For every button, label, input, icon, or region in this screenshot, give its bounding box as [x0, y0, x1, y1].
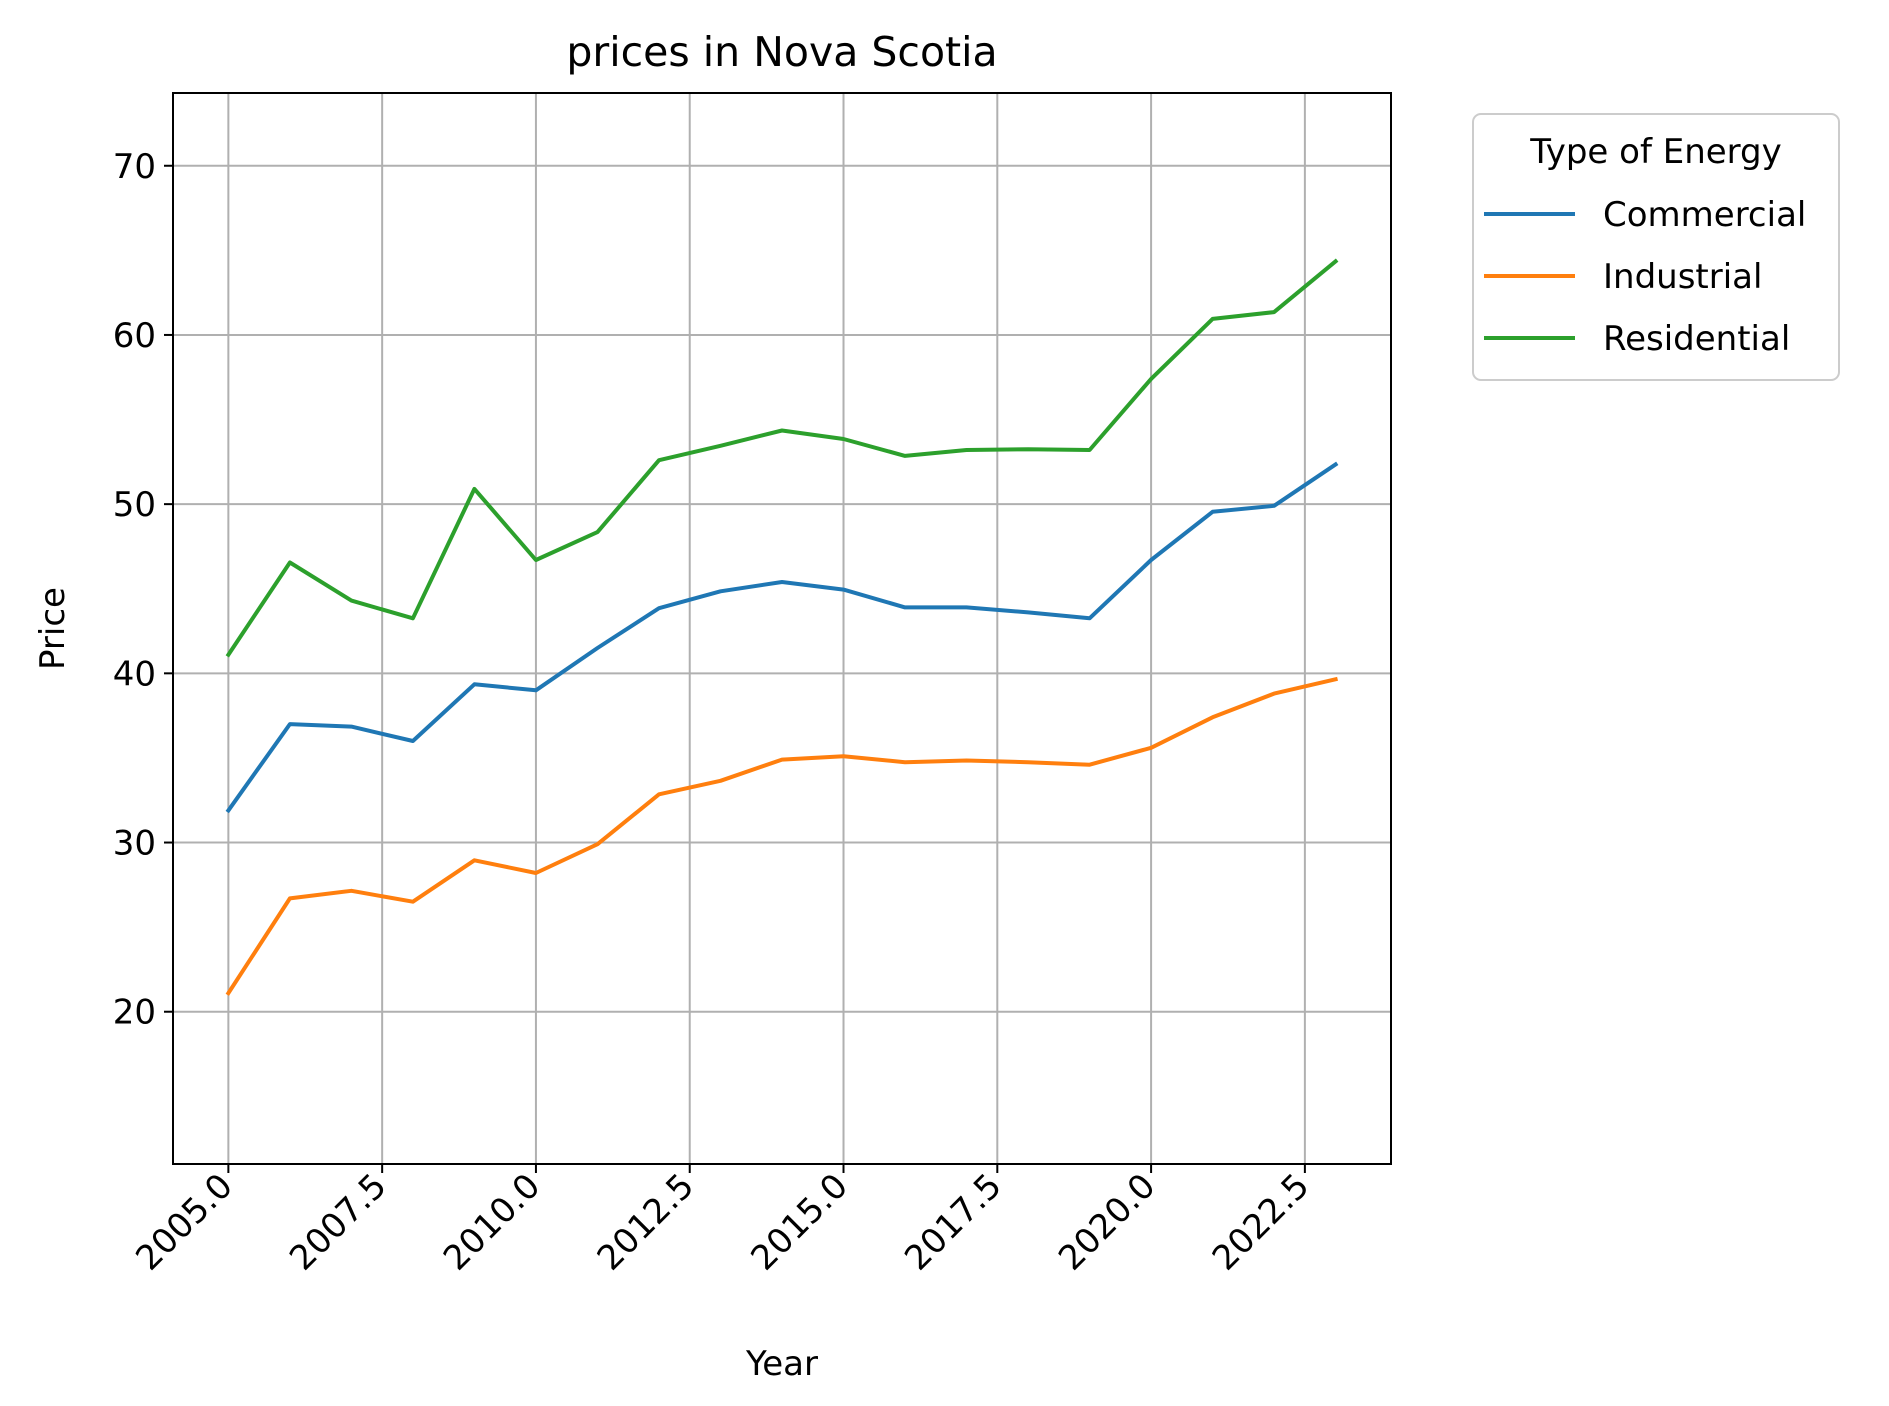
x-axis-ticks: 2005.0 2007.5 2010.0 2012.5 2015.0 2017.5 2020…: [128, 1164, 1317, 1278]
series-line-residential: [225, 258, 1339, 658]
y-tick-label: 20: [113, 993, 156, 1033]
x-tick-label: 2012.5: [590, 1166, 702, 1278]
x-tick-label: 2020.0: [1051, 1166, 1163, 1278]
y-axis-title: Price: [33, 587, 73, 670]
y-tick-label: 30: [113, 824, 156, 864]
grid: [173, 93, 1391, 1164]
plot-lines: [225, 258, 1339, 996]
x-tick-label: 2007.5: [282, 1166, 394, 1278]
chart-title: prices in Nova Scotia: [566, 28, 997, 76]
legend-label-residential: Residential: [1603, 319, 1790, 359]
x-tick-label: 2015.0: [743, 1166, 855, 1278]
plot-frame: [172, 92, 1392, 1165]
series-line-commercial: [225, 461, 1339, 814]
legend-label-industrial: Industrial: [1603, 257, 1762, 297]
x-tick-label: 2017.5: [897, 1166, 1009, 1278]
x-tick-label: 2022.5: [1205, 1166, 1317, 1278]
y-tick-label: 50: [113, 485, 156, 525]
y-tick-label: 60: [113, 316, 156, 356]
x-tick-label: 2005.0: [128, 1166, 240, 1278]
series-line-industrial: [225, 676, 1339, 996]
y-tick-label: 70: [113, 147, 156, 187]
y-tick-label: 40: [113, 654, 156, 694]
x-tick-label: 2010.0: [436, 1166, 548, 1278]
legend-items: Commercial Industrial Residential: [1484, 195, 1806, 359]
legend-box: [1472, 113, 1840, 381]
x-axis-title: Year: [745, 1344, 818, 1384]
legend-label-commercial: Commercial: [1603, 195, 1806, 235]
y-axis-ticks: 20 30 40 50 60 70: [113, 147, 173, 1033]
legend: Type of Energy Commercial Industrial Resid…: [1472, 113, 1840, 381]
legend-title: Type of Energy: [1529, 132, 1782, 172]
